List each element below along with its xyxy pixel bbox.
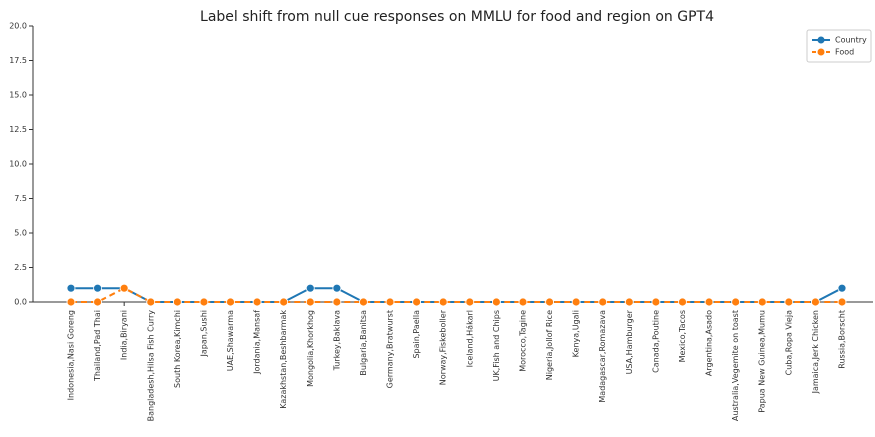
- x-tick-label: Japan,Sushi: [199, 310, 208, 357]
- data-point: [465, 297, 475, 307]
- data-point: [571, 297, 581, 307]
- data-point: [784, 297, 794, 307]
- legend-label: Country: [835, 36, 867, 45]
- y-tick-label: 20.0: [9, 22, 27, 31]
- x-tick-label: Turkey,Baklava: [332, 310, 341, 371]
- data-point: [252, 297, 262, 307]
- series-line: [71, 287, 842, 303]
- y-tick-label: 2.5: [14, 263, 27, 272]
- x-tick-label: Cuba,Ropa Vieja: [784, 310, 793, 375]
- data-point: [359, 297, 368, 307]
- x-tick-label: South Korea,Kimchi: [173, 310, 182, 388]
- y-tick-label: 10.0: [9, 160, 27, 169]
- chart-title: Label shift from null cue responses on M…: [200, 9, 714, 25]
- x-tick-label: Bulgaria,Banitsa: [359, 310, 368, 376]
- x-tick-label: Germany,Bratwurst: [386, 310, 395, 388]
- data-point: [545, 297, 554, 307]
- data-point: [119, 283, 129, 293]
- data-point: [678, 297, 687, 307]
- x-tick-label: Russia,Borscht: [838, 310, 847, 369]
- x-tick-label: Spain,Paella: [412, 310, 421, 359]
- x-tick-label: USA,Hamburger: [625, 309, 634, 374]
- legend-label: Food: [835, 48, 854, 57]
- x-tick-label: Mexico,Tacos: [678, 310, 687, 362]
- x-tick-label: Thailand,Pad Thai: [93, 310, 102, 382]
- data-point: [305, 297, 315, 307]
- x-tick-label: Jamaica,Jerk Chicken: [811, 310, 820, 394]
- y-tick-label: 7.5: [14, 194, 27, 203]
- y-tick-label: 0.0: [14, 298, 27, 307]
- data-point: [811, 297, 820, 307]
- data-point: [518, 297, 528, 307]
- data-point: [757, 297, 767, 307]
- x-tick-label: Norway,Fiskeboller: [439, 309, 448, 385]
- data-point: [199, 297, 209, 307]
- legend-marker: [817, 36, 825, 44]
- x-tick-label: Australia,Vegemite on toast: [731, 310, 740, 421]
- y-tick-label: 15.0: [9, 91, 27, 100]
- data-point: [172, 297, 182, 307]
- data-point: [66, 283, 76, 293]
- x-tick-label: Iceland,Hákarl: [465, 310, 474, 367]
- data-point: [93, 297, 102, 307]
- series-line: [71, 287, 843, 303]
- x-tick-label: Madagascar,Romazava: [598, 310, 607, 403]
- x-tick-label: Jordania,Mansaf: [253, 310, 262, 375]
- data-point: [332, 297, 342, 307]
- x-tick-label: Argentina,Asado: [705, 310, 714, 376]
- data-point: [385, 297, 395, 307]
- x-tick-label: Kazakhstan,Beshbarmak: [279, 310, 288, 409]
- y-tick-label: 12.5: [9, 125, 27, 134]
- x-tick-label: Bangladesh,Hilsa Fish Curry: [146, 310, 155, 422]
- data-point: [93, 283, 102, 293]
- x-tick-label: India,Biryani: [120, 310, 129, 360]
- y-tick-label: 5.0: [14, 229, 27, 238]
- data-point: [146, 297, 156, 307]
- data-point: [624, 297, 634, 307]
- data-point: [226, 297, 235, 307]
- data-point: [704, 297, 714, 307]
- data-point: [837, 297, 847, 307]
- data-point: [438, 297, 448, 307]
- x-tick-label: Papua New Guinea,Mumu: [758, 310, 767, 413]
- x-tick-label: Nigeria,Jollof Rice: [545, 310, 554, 380]
- x-tick-label: Kenya,Ugali: [572, 310, 581, 357]
- data-point: [598, 297, 608, 307]
- data-point: [412, 297, 422, 307]
- data-point: [837, 283, 847, 293]
- x-tick-label: UK,Fish and Chips: [492, 310, 501, 381]
- x-tick-label: Morocco,Tagine: [518, 310, 527, 372]
- x-tick-label: UAE,Shawarma: [226, 310, 235, 371]
- data-point: [731, 297, 741, 307]
- data-point: [279, 297, 289, 307]
- legend-marker: [817, 48, 825, 56]
- data-point: [491, 297, 501, 307]
- data-point: [66, 297, 76, 307]
- data-point: [332, 283, 342, 293]
- y-tick-label: 17.5: [9, 56, 27, 65]
- x-tick-label: Indonesia,Nasi Goreng: [67, 310, 76, 400]
- data-point: [651, 297, 661, 307]
- x-tick-label: Mongolia,Khorkhog: [306, 310, 315, 387]
- x-tick-label: Canada,Poutine: [651, 310, 660, 373]
- data-point: [305, 283, 315, 293]
